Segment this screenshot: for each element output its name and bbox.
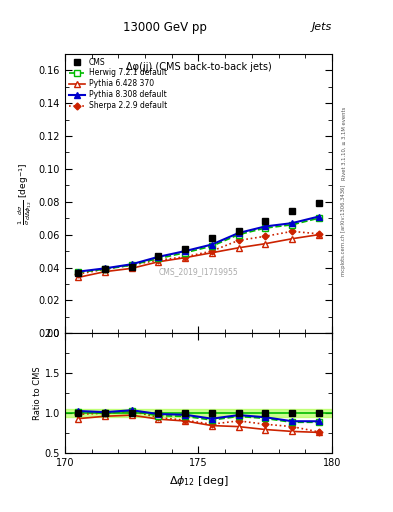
Sherpa 2.2.9 default	[156, 257, 161, 263]
Y-axis label: Ratio to CMS: Ratio to CMS	[33, 367, 42, 420]
Sherpa 2.2.9 default	[236, 238, 241, 244]
Pythia 8.308 default	[183, 248, 187, 254]
Pythia 6.428 370	[316, 231, 321, 238]
Pythia 6.428 370	[129, 265, 134, 271]
Line: CMS: CMS	[75, 200, 322, 276]
Herwig 7.2.1 default	[209, 243, 214, 249]
Pythia 8.308 default	[209, 242, 214, 248]
Sherpa 2.2.9 default	[129, 262, 134, 268]
Pythia 6.428 370	[209, 250, 214, 256]
Sherpa 2.2.9 default	[316, 231, 321, 237]
Sherpa 2.2.9 default	[263, 233, 268, 240]
Legend: CMS, Herwig 7.2.1 default, Pythia 6.428 370, Pythia 8.308 default, Sherpa 2.2.9 : CMS, Herwig 7.2.1 default, Pythia 6.428 …	[67, 56, 168, 112]
Pythia 8.308 default	[129, 261, 134, 267]
CMS	[263, 218, 268, 224]
Text: CMS_2019_I1719955: CMS_2019_I1719955	[159, 267, 238, 276]
Pythia 8.308 default	[236, 230, 241, 236]
Sherpa 2.2.9 default	[76, 271, 81, 277]
Herwig 7.2.1 default	[183, 250, 187, 256]
Sherpa 2.2.9 default	[103, 266, 107, 272]
Text: mcplots.cern.ch [arXiv:1306.3436]: mcplots.cern.ch [arXiv:1306.3436]	[342, 185, 346, 276]
Text: 13000 GeV pp: 13000 GeV pp	[123, 20, 207, 34]
Pythia 6.428 370	[236, 245, 241, 251]
Herwig 7.2.1 default	[129, 262, 134, 268]
Sherpa 2.2.9 default	[290, 228, 294, 234]
Pythia 8.308 default	[316, 214, 321, 220]
CMS	[129, 264, 134, 270]
Bar	[65, 409, 332, 417]
Herwig 7.2.1 default	[76, 269, 81, 275]
Herwig 7.2.1 default	[290, 222, 294, 228]
CMS	[156, 253, 161, 259]
Text: Rivet 3.1.10, ≥ 3.1M events: Rivet 3.1.10, ≥ 3.1M events	[342, 106, 346, 180]
CMS	[76, 270, 81, 276]
Pythia 6.428 370	[103, 269, 107, 275]
Line: Herwig 7.2.1 default: Herwig 7.2.1 default	[75, 216, 321, 275]
Line: Pythia 8.308 default: Pythia 8.308 default	[75, 214, 321, 274]
X-axis label: $\Delta\phi_{12}\ [\mathrm{deg}]$: $\Delta\phi_{12}\ [\mathrm{deg}]$	[169, 474, 228, 487]
CMS	[209, 235, 214, 241]
Pythia 8.308 default	[103, 265, 107, 271]
CMS	[316, 200, 321, 206]
Line: Sherpa 2.2.9 default: Sherpa 2.2.9 default	[76, 229, 321, 276]
CMS	[183, 246, 187, 252]
Herwig 7.2.1 default	[103, 266, 107, 272]
Pythia 6.428 370	[263, 241, 268, 247]
CMS	[236, 227, 241, 233]
Herwig 7.2.1 default	[316, 215, 321, 221]
CMS	[103, 266, 107, 272]
Pythia 6.428 370	[76, 274, 81, 281]
Text: Δφ(jj) (CMS back-to-back jets): Δφ(jj) (CMS back-to-back jets)	[126, 62, 271, 72]
Pythia 6.428 370	[290, 236, 294, 242]
Pythia 8.308 default	[263, 223, 268, 229]
Pythia 8.308 default	[156, 254, 161, 260]
Herwig 7.2.1 default	[236, 231, 241, 238]
Herwig 7.2.1 default	[156, 255, 161, 262]
Sherpa 2.2.9 default	[183, 254, 187, 260]
Pythia 8.308 default	[290, 220, 294, 226]
Y-axis label: $\frac{1}{\sigma}\frac{d\sigma}{d\Delta\phi_{12}}\ [\mathrm{deg}^{-1}]$: $\frac{1}{\sigma}\frac{d\sigma}{d\Delta\…	[17, 162, 34, 225]
Line: Pythia 6.428 370: Pythia 6.428 370	[75, 232, 321, 280]
Pythia 8.308 default	[76, 269, 81, 275]
CMS	[290, 208, 294, 214]
Sherpa 2.2.9 default	[209, 248, 214, 254]
Herwig 7.2.1 default	[263, 225, 268, 231]
Text: Jets: Jets	[312, 22, 332, 32]
Pythia 6.428 370	[183, 254, 187, 261]
Pythia 6.428 370	[156, 259, 161, 265]
